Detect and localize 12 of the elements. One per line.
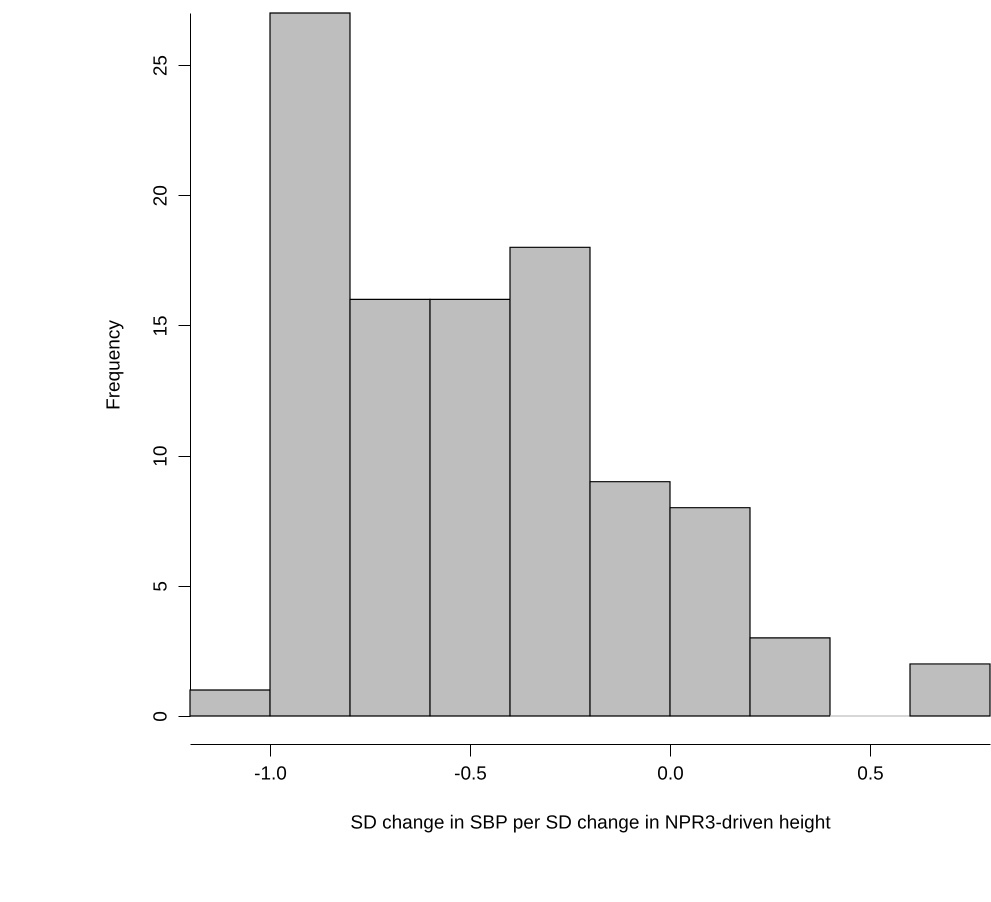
- y-tick-label: 25: [150, 55, 172, 76]
- y-tick-label: 0: [150, 711, 172, 722]
- x-tick-label: 0.5: [857, 764, 884, 784]
- y-tick-label: 10: [150, 446, 172, 467]
- y-tick-label: 20: [150, 185, 172, 206]
- x-tick-label: -1.0: [254, 764, 287, 784]
- x-axis-title: SD change in SBP per SD change in NPR3-driven height: [350, 812, 832, 834]
- y-tick-label: 15: [150, 315, 172, 337]
- y-tick-label: 5: [150, 581, 172, 592]
- x-tick-label: -0.5: [454, 764, 487, 784]
- y-axis-title: Frequency: [104, 320, 124, 410]
- x-tick-label: 0.0: [657, 764, 684, 784]
